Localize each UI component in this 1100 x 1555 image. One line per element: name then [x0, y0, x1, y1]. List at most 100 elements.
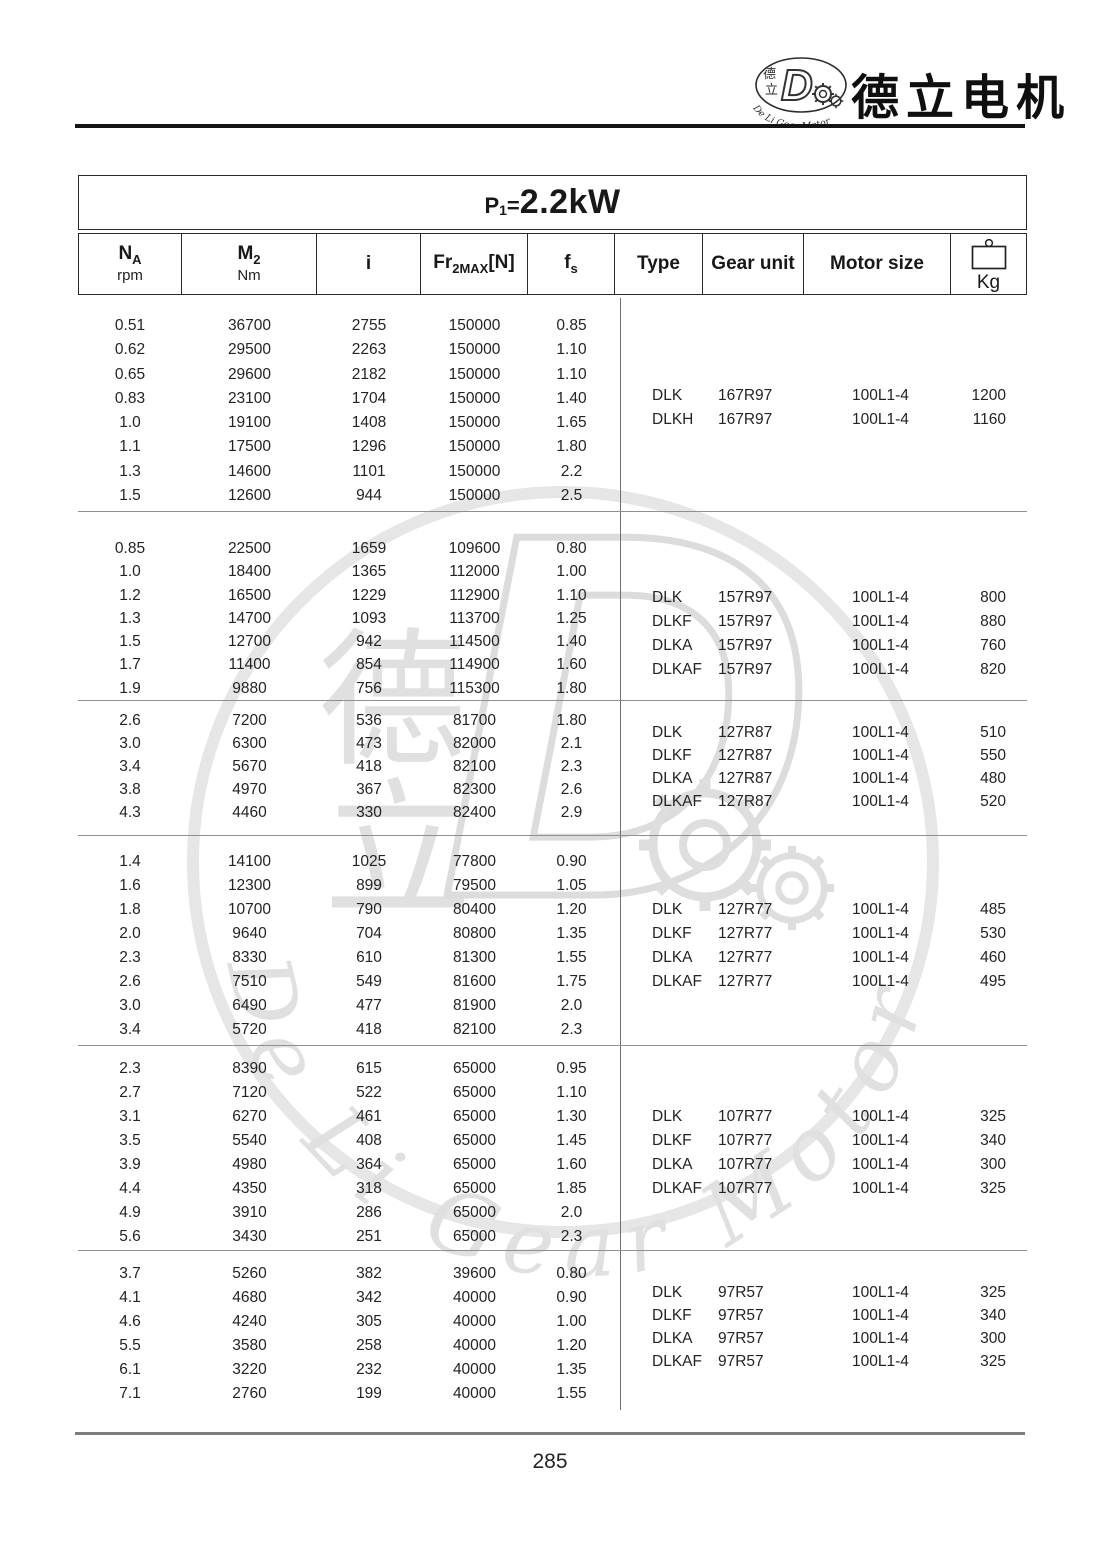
cell-m2: 9640: [232, 925, 267, 942]
cell-na: 3.4: [119, 758, 141, 775]
cell-na: 4.3: [119, 804, 141, 821]
cell-motor-size: 100L1-4: [852, 613, 909, 630]
cell-i: 318: [356, 1180, 382, 1197]
motor-size-label: Motor size: [830, 253, 924, 275]
cell-i: 199: [356, 1385, 382, 1402]
cell-m2: 7200: [232, 712, 267, 729]
cell-motor-size: 100L1-4: [852, 411, 909, 428]
cell-type: DLKF: [652, 1307, 692, 1324]
cell-na: 1.0: [119, 414, 141, 432]
cell-fr2max: 82400: [452, 804, 497, 821]
table-row: 1.0 19100 1408 150000 1.65: [78, 411, 615, 435]
cell-fr2max: 40000: [452, 1361, 497, 1378]
cell-na: 4.6: [119, 1313, 141, 1330]
data-rows: 2.3 8390 615 65000 0.95 2.7 7120 522 650…: [78, 1046, 615, 1249]
cell-kg: 820: [980, 661, 1006, 678]
cell-na: 4.1: [119, 1289, 141, 1306]
cell-i: 367: [356, 781, 382, 798]
cell-na: 3.0: [119, 735, 141, 752]
watermark-letter-d: D: [438, 425, 814, 1006]
cell-gear-unit: 127R77: [718, 949, 773, 966]
type-row: DLKAF 107R77 100L1-4 325: [652, 1177, 1006, 1201]
type-row: DLKA 97R57 100L1-4 300: [652, 1327, 1006, 1350]
table-row: 5.5 3580 258 40000 1.20: [78, 1334, 615, 1358]
cell-type: DLKA: [652, 949, 693, 966]
cell-m2: 4980: [232, 1156, 267, 1173]
cell-i: 549: [356, 973, 382, 990]
col-header-i: i: [317, 234, 421, 294]
cell-motor-size: 100L1-4: [852, 973, 909, 990]
cell-m2: 12600: [227, 487, 272, 505]
table-row: 2.6 7510 549 81600 1.75: [78, 970, 615, 994]
cell-m2: 3220: [232, 1361, 267, 1378]
cell-na: 0.65: [114, 365, 146, 383]
table-row: 1.5 12700 942 114500 1.40: [78, 630, 615, 653]
cell-m2: 14700: [227, 609, 272, 627]
cell-na: 1.8: [119, 901, 141, 918]
table-row: 2.3 8390 615 65000 0.95: [78, 1057, 615, 1081]
cell-m2: 12300: [227, 877, 272, 894]
cell-fr2max: 80800: [452, 925, 497, 942]
cell-i: 477: [356, 997, 382, 1014]
cell-motor-size: 100L1-4: [852, 901, 909, 918]
cell-fr2max: 65000: [452, 1108, 497, 1125]
cell-m2: 4970: [232, 781, 267, 798]
cell-na: 3.7: [119, 1265, 141, 1282]
cell-type: DLKH: [652, 411, 694, 428]
cell-fr2max: 81700: [452, 712, 497, 729]
cell-fr2max: 65000: [452, 1156, 497, 1173]
cell-fs: 1.35: [556, 1361, 587, 1378]
cell-i: 232: [356, 1361, 382, 1378]
cell-m2: 16500: [227, 586, 272, 604]
cell-type: DLKA: [652, 1330, 693, 1347]
table-row: 3.5 5540 408 65000 1.45: [78, 1129, 615, 1153]
cell-na: 1.9: [119, 679, 141, 697]
cell-na: 0.85: [114, 540, 146, 557]
cell-fs: 0.85: [556, 317, 587, 334]
cell-fs: 1.80: [556, 438, 587, 456]
cell-fs: 0.80: [556, 540, 587, 557]
cell-gear-unit: 127R77: [718, 901, 773, 918]
cell-i: 342: [356, 1289, 382, 1306]
type-row: DLKAF 127R77 100L1-4 495: [652, 970, 1006, 994]
table-row: 3.8 4970 367 82300 2.6: [78, 778, 615, 801]
cell-fr2max: 115300: [449, 679, 500, 697]
logo-gear-icon: [812, 83, 844, 109]
cell-kg: 340: [980, 1132, 1006, 1149]
cell-na: 3.4: [119, 1021, 141, 1038]
cell-kg: 325: [980, 1180, 1006, 1197]
spec-block-97r57: 3.7 5260 382 39600 0.80 4.1 4680 342 400…: [78, 1250, 1027, 1434]
table-row: 6.1 3220 232 40000 1.35: [78, 1358, 615, 1382]
cell-fr2max: 40000: [452, 1385, 497, 1402]
cell-gear-unit: 127R77: [718, 973, 773, 990]
cell-fs: 1.35: [556, 925, 587, 942]
watermark-cn-char-1: 德: [318, 615, 466, 787]
col-header-motor-size: Motor size: [804, 234, 951, 294]
cell-fr2max: 65000: [452, 1084, 497, 1101]
cell-na: 2.3: [119, 1060, 141, 1077]
col-header-type: Type: [615, 234, 703, 294]
cell-motor-size: 100L1-4: [852, 1108, 909, 1125]
cell-gear-unit: 127R87: [718, 724, 773, 741]
watermark-ring: [187, 486, 939, 1238]
cell-i: 418: [356, 758, 382, 775]
cell-fr2max: 65000: [452, 1180, 497, 1197]
cell-fr2max: 114900: [449, 656, 500, 674]
cell-fr2max: 112000: [449, 563, 500, 581]
cell-na: 7.1: [119, 1385, 141, 1402]
cell-fs: 1.30: [556, 1108, 587, 1125]
cell-fr2max: 150000: [448, 317, 501, 334]
cell-i: 1704: [351, 389, 387, 407]
na-sub: A: [132, 252, 142, 268]
fr-label: Fr: [433, 251, 453, 273]
cell-fr2max: 82300: [452, 781, 497, 798]
cell-m2: 6490: [232, 997, 267, 1014]
table-row: 4.4 4350 318 65000 1.85: [78, 1177, 615, 1201]
cell-fs: 1.40: [556, 389, 587, 407]
data-rows: 2.6 7200 536 81700 1.80 3.0 6300 473 820…: [78, 701, 615, 824]
cell-motor-size: 100L1-4: [852, 1307, 909, 1324]
cell-i: 1101: [352, 462, 386, 480]
m2-unit: Nm: [237, 266, 261, 284]
cell-type: DLK: [652, 1284, 683, 1301]
